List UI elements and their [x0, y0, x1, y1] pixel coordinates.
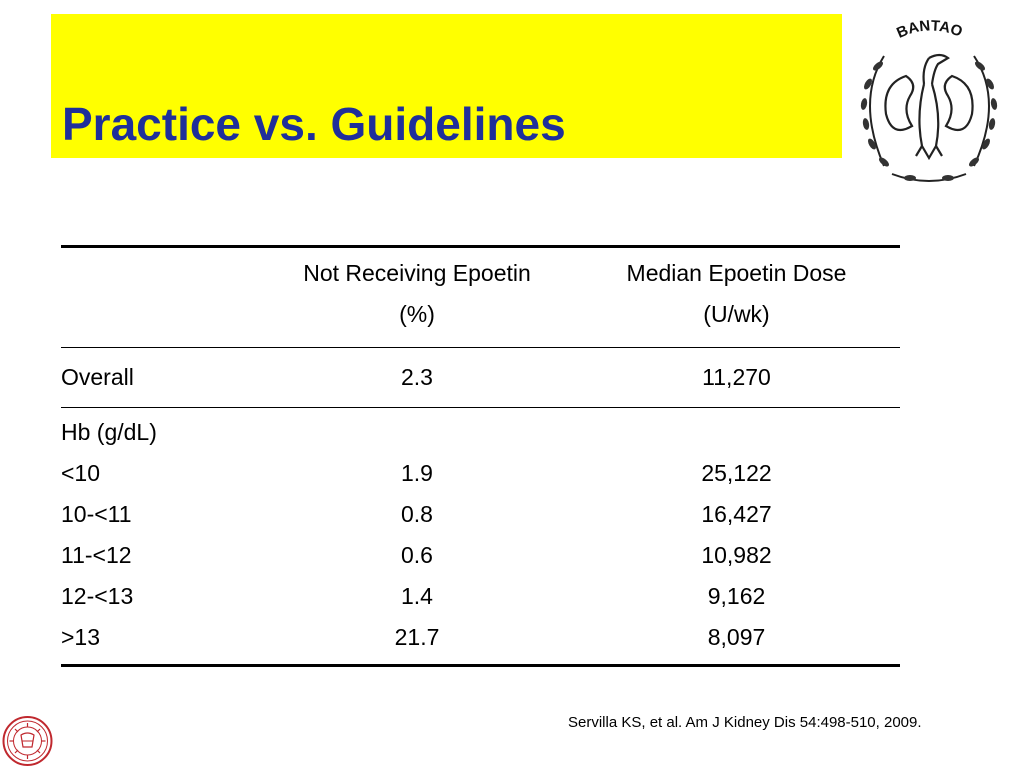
- header-median-epoetin-dose: Median Epoetin Dose (U/wk): [573, 245, 900, 348]
- cell-pct: 21.7: [261, 617, 573, 667]
- header-unit: (U/wk): [703, 301, 770, 327]
- row-label: 10-<11: [61, 501, 132, 527]
- header-not-receiving-epoetin: Not Receiving Epoetin (%): [261, 245, 573, 348]
- table-row: 10-<11 0.8 16,427: [61, 494, 900, 535]
- cell-dose: 25,122: [701, 460, 772, 486]
- table-row: >13 21.7 8,097: [61, 617, 900, 667]
- row-label: 11-<12: [61, 542, 132, 568]
- cell-pct: 0.8: [401, 501, 433, 527]
- header-unit: (%): [399, 301, 435, 327]
- university-seal-icon: [2, 716, 53, 766]
- cell-empty: [261, 408, 573, 454]
- cell-dose: 10,982: [701, 542, 772, 568]
- title-band: [51, 14, 842, 158]
- slide-title: Practice vs. Guidelines: [62, 98, 566, 150]
- cell-pct: 0.6: [401, 542, 433, 568]
- cell-pct: 1.4: [401, 583, 433, 609]
- table-header-row: Not Receiving Epoetin (%) Median Epoetin…: [61, 245, 900, 348]
- header-cell-label: [61, 245, 261, 348]
- dove-kidney-emblem-icon: BANTAO: [860, 17, 998, 182]
- cell-pct: 2.3: [261, 347, 573, 408]
- table-row-group-label: Hb (g/dL): [61, 408, 900, 454]
- row-label: >13: [61, 617, 261, 667]
- table-row: <10 1.9 25,122: [61, 453, 900, 494]
- epoetin-table: Not Receiving Epoetin (%) Median Epoetin…: [61, 245, 900, 667]
- cell-dose: 11,270: [573, 347, 900, 408]
- table-row-overall: Overall 2.3 11,270: [61, 347, 900, 408]
- citation: Servilla KS, et al. Am J Kidney Dis 54:4…: [568, 714, 922, 731]
- cell-empty: [573, 408, 900, 454]
- header-text: Median Epoetin Dose: [626, 260, 847, 286]
- row-label: <10: [61, 460, 101, 486]
- cell-dose: 16,427: [701, 501, 772, 527]
- group-label: Hb (g/dL): [61, 419, 157, 445]
- cell-dose: 9,162: [707, 583, 766, 609]
- row-label: Overall: [61, 347, 261, 408]
- header-text: Not Receiving Epoetin: [303, 260, 531, 286]
- cell-pct: 1.9: [401, 460, 433, 486]
- table-row: 12-<13 1.4 9,162: [61, 576, 900, 617]
- row-label: 12-<13: [61, 583, 134, 609]
- table-row: 11-<12 0.6 10,982: [61, 535, 900, 576]
- cell-dose: 8,097: [573, 617, 900, 667]
- logo-text: BANTAO: [894, 17, 965, 42]
